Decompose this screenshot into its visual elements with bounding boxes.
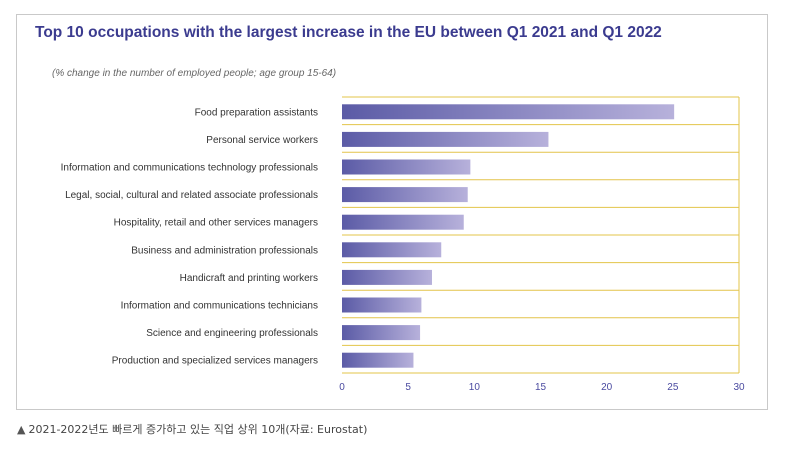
bar xyxy=(342,352,414,368)
chart-frame xyxy=(16,14,768,410)
x-tick-label: 5 xyxy=(405,382,411,393)
category-label: Business and administration professional… xyxy=(131,245,318,256)
chart-subtitle: (% change in the number of employed peop… xyxy=(52,68,337,79)
caption-text: 2021-2022년도 빠르게 증가하고 있는 직업 상위 10개(자료: Eu… xyxy=(28,423,368,436)
category-labels: Food preparation assistants Personal serv… xyxy=(61,107,318,366)
x-tick-label: 10 xyxy=(469,382,481,393)
category-label: Legal, social, cultural and related asso… xyxy=(65,190,318,201)
x-axis-ticks: 0 5 10 15 20 25 30 xyxy=(339,382,745,393)
x-tick-label: 15 xyxy=(535,382,547,393)
grid-lines xyxy=(342,96,740,374)
bar xyxy=(342,214,464,230)
category-label: Hospitality, retail and other services m… xyxy=(114,218,318,229)
bar xyxy=(342,187,468,203)
category-label: Production and specialized services mana… xyxy=(112,356,318,367)
bar xyxy=(342,242,442,258)
chart-title: Top 10 occupations with the largest incr… xyxy=(35,24,662,41)
x-tick-label: 0 xyxy=(339,382,345,393)
category-label: Information and communications technicia… xyxy=(121,301,318,312)
x-tick-label: 25 xyxy=(667,382,679,393)
bar xyxy=(342,269,432,285)
bar xyxy=(342,104,675,120)
bar xyxy=(342,297,422,313)
triangle-icon: ▲ xyxy=(17,423,26,436)
category-label: Food preparation assistants xyxy=(195,107,318,118)
bars xyxy=(342,104,675,368)
x-tick-label: 30 xyxy=(733,382,745,393)
bar xyxy=(342,159,471,175)
category-label: Handicraft and printing workers xyxy=(180,273,318,284)
category-label: Personal service workers xyxy=(206,135,318,146)
x-tick-label: 20 xyxy=(601,382,613,393)
bar xyxy=(342,325,421,341)
bar xyxy=(342,131,549,147)
category-label: Information and communications technolog… xyxy=(61,163,318,174)
figure-caption: ▲ 2021-2022년도 빠르게 증가하고 있는 직업 상위 10개(자료: E… xyxy=(17,421,367,437)
category-label: Science and engineering professionals xyxy=(146,328,318,339)
